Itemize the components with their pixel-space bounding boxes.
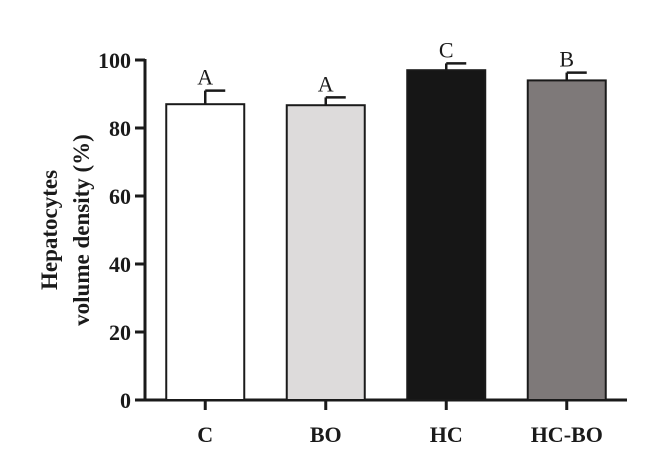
x-tick-label-bo: BO bbox=[310, 422, 342, 447]
y-tick-label-40: 40 bbox=[109, 252, 131, 277]
bar-bo bbox=[285, 104, 366, 401]
y-axis-title: Hepatocytes volume density (%) bbox=[37, 134, 94, 326]
y-axis-title-line-1: Hepatocytes bbox=[37, 170, 62, 290]
significance-label-bo: A bbox=[318, 71, 334, 96]
significance-label-hc-bo: B bbox=[559, 47, 574, 72]
x-tick-label-hc: HC bbox=[430, 422, 463, 447]
x-tick-label-c: C bbox=[197, 422, 213, 447]
y-axis: 0 20 40 60 80 100 bbox=[98, 48, 147, 413]
significance-label-c: A bbox=[197, 65, 213, 90]
bar-hc bbox=[406, 69, 487, 401]
y-tick-label-100: 100 bbox=[98, 48, 131, 73]
y-axis-title-line-2: volume density (%) bbox=[69, 134, 94, 326]
x-tick-label-hc-bo: HC-BO bbox=[531, 422, 603, 447]
x-axis: C BO HC HC-BO bbox=[144, 398, 627, 447]
significance-label-hc: C bbox=[439, 37, 454, 62]
y-tick-label-60: 60 bbox=[109, 184, 131, 209]
y-tick-label-0: 0 bbox=[120, 388, 131, 413]
bar-c bbox=[165, 103, 246, 401]
bar-hc-bo bbox=[526, 79, 607, 402]
y-tick-label-80: 80 bbox=[109, 116, 131, 141]
bars-group: A A C B bbox=[165, 37, 607, 402]
y-tick-label-20: 20 bbox=[109, 320, 131, 345]
